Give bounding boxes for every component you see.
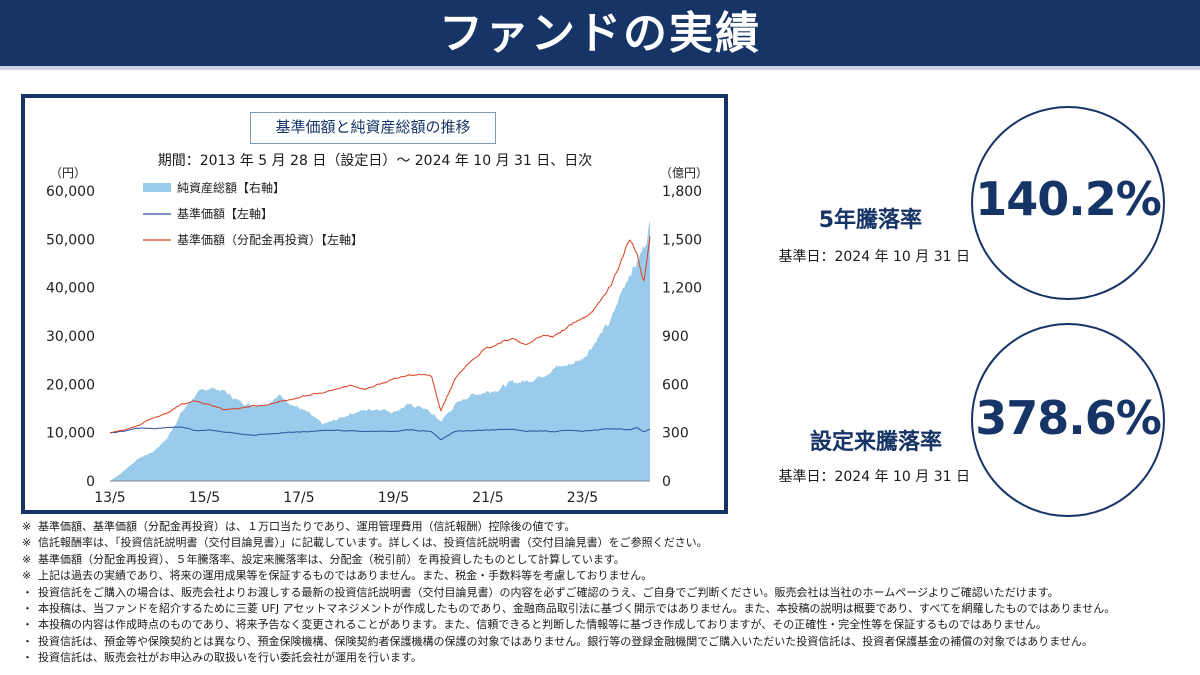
- stat-value-5y: 140.2%: [975, 172, 1162, 226]
- y-right-tick-label: 1,800: [662, 184, 702, 200]
- disclaimer-notes: ※ 基準価額、基準価額（分配金再投資）は、１万口当たりであり、運用管理費用（信託報…: [22, 519, 1192, 667]
- note-item: ・投資信託は、販売会社がお申込みの取扱いを行い委託会社が運用を行います。: [22, 650, 1192, 666]
- nav-reinvested-line: [110, 236, 651, 434]
- chart-period: 期間：2013 年 5 月 28 日（設定日）～ 2024 年 10 月 31 …: [157, 153, 593, 169]
- stat-label-5y: 5年騰落率: [818, 208, 922, 233]
- y-left-tick-label: 10,000: [46, 426, 95, 442]
- note-text: 上記は過去の実績であり、将来の運用成果等を保証するものではありません。また、税金…: [38, 569, 653, 583]
- y-left-tick-label: 20,000: [46, 377, 95, 393]
- note-mark: ※: [22, 552, 32, 566]
- note-item: ・投資信託は、預金等や保険契約とは異なり、預金保険機構、保険契約者保護機構の保護…: [22, 634, 1192, 650]
- note-item: ※ 基準価額、基準価額（分配金再投資）は、１万口当たりであり、運用管理費用（信託報…: [22, 519, 1192, 535]
- note-item: ※ 信託報酬率は、「投資信託説明書（交付目論見書）」に記載しています。詳しくは、投…: [22, 535, 1192, 551]
- y-left-unit: （円）: [50, 166, 86, 180]
- x-tick-label: 13/5: [94, 490, 125, 506]
- note-text: 基準価額（分配金再投資）、５年騰落率、設定来騰落率は、分配金（税引前）を再投資し…: [38, 552, 625, 566]
- stat-date-5y: 基準日：2024 年 10 月 31 日: [778, 249, 970, 265]
- note-text: 投資信託は、販売会社がお申込みの取扱いを行い委託会社が運用を行います。: [38, 651, 422, 665]
- note-text: 投資信託は、預金等や保険契約とは異なり、預金保険機構、保険契約者保護機構の保護の…: [38, 634, 1093, 648]
- note-item: ※ 上記は過去の実績であり、将来の運用成果等を保証するものではありません。また、税…: [22, 568, 1192, 584]
- note-item: ※ 基準価額（分配金再投資）、５年騰落率、設定来騰落率は、分配金（税引前）を再投資…: [22, 552, 1192, 568]
- x-tick-label: 21/5: [472, 490, 503, 506]
- y-right-tick-label: 1,200: [662, 281, 702, 297]
- stat-date-inception: 基準日：2024 年 10 月 31 日: [778, 469, 970, 485]
- stat-circle-inception: [971, 323, 1165, 517]
- note-item: ・本投稿の内容は作成時点のものであり、将来予告なく変更されることがあります。また…: [22, 617, 1192, 633]
- stat-circle-5y: [971, 106, 1165, 300]
- y-right-tick-label: 1,500: [662, 232, 702, 248]
- note-mark: ・: [22, 634, 33, 648]
- page-title: ファンドの実績: [439, 8, 761, 59]
- note-mark: ※: [22, 569, 32, 583]
- legend-label: 純資産総額【右軸】: [177, 180, 285, 195]
- x-tick-label: 19/5: [378, 490, 409, 506]
- x-tick-label: 17/5: [283, 490, 314, 506]
- y-right-tick-label: 900: [662, 329, 689, 345]
- note-mark: ・: [22, 651, 33, 665]
- y-right-unit: （億円）: [660, 166, 708, 180]
- stat-label-inception: 設定来騰落率: [809, 430, 942, 455]
- y-left-tick-label: 0: [86, 474, 95, 490]
- chart-title: 基準価額と純資産総額の推移: [250, 112, 496, 144]
- y-left-tick-label: 60,000: [46, 184, 95, 200]
- note-mark: ・: [22, 602, 33, 616]
- x-tick-label: 23/5: [567, 490, 598, 506]
- note-mark: ・: [22, 618, 33, 632]
- note-text: 本投稿は、当ファンドを紹介するために三菱 UFJ アセットマネジメントが作成した…: [38, 602, 1116, 616]
- note-text: 信託報酬率は、「投資信託説明書（交付目論見書）」に記載しています。詳しくは、投資…: [38, 536, 708, 550]
- x-tick-label: 15/5: [189, 490, 220, 506]
- note-item: ・本投稿は、当ファンドを紹介するために三菱 UFJ アセットマネジメントが作成し…: [22, 601, 1192, 617]
- net-assets-area: [110, 220, 650, 481]
- legend-label: 基準価額【左軸】: [177, 206, 273, 221]
- note-mark: ※: [22, 536, 32, 550]
- y-left-tick-label: 30,000: [46, 329, 95, 345]
- note-mark: ※: [22, 520, 32, 533]
- y-right-tick-label: 0: [662, 474, 671, 490]
- note-item: ・投資信託をご購入の場合は、販売会社よりお渡しする最新の投資信託説明書（交付目論…: [22, 585, 1192, 601]
- stat-value-inception: 378.6%: [975, 391, 1162, 445]
- y-left-tick-label: 50,000: [46, 232, 95, 248]
- note-text: 投資信託をご購入の場合は、販売会社よりお渡しする最新の投資信託説明書（交付目論見…: [38, 585, 1059, 599]
- y-right-tick-label: 600: [662, 377, 689, 393]
- nav-line: [109, 426, 651, 441]
- y-right-tick-label: 300: [662, 426, 689, 442]
- note-text: 本投稿の内容は作成時点のものであり、将来予告なく変更されることがあります。また、…: [38, 618, 1047, 632]
- note-mark: ・: [22, 585, 33, 599]
- note-text: 基準価額、基準価額（分配金再投資）は、１万口当たりであり、運用管理費用（信託報酬…: [38, 520, 576, 533]
- legend-swatch-net-assets: [143, 183, 171, 192]
- header-bar: ファンドの実績: [0, 0, 1200, 70]
- y-left-tick-label: 40,000: [46, 281, 95, 297]
- legend-label: 基準価額（分配金再投資）【左軸】: [177, 232, 363, 247]
